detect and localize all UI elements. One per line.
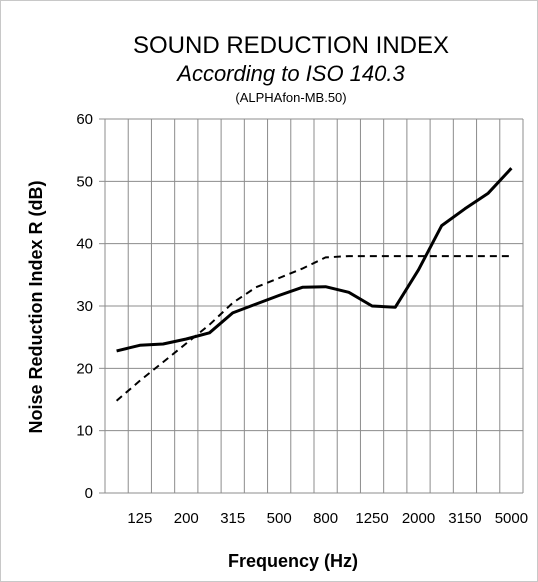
x-tick-label: 500 bbox=[267, 510, 292, 527]
y-tick-label: 0 bbox=[85, 485, 93, 502]
chart-note: (ALPHAfon-MB.50) bbox=[235, 90, 346, 105]
y-tick-label: 50 bbox=[76, 173, 93, 190]
x-tick-label: 125 bbox=[127, 510, 152, 527]
reference-curve-line bbox=[115, 255, 512, 402]
y-tick-label: 30 bbox=[76, 298, 93, 315]
y-tick-label: 20 bbox=[76, 360, 93, 377]
tick-layer: 0 10 20 30 40 50 60 125 200 315 500 800 1250 2000 3150… bbox=[76, 111, 528, 527]
chart-subtitle: According to ISO 140.3 bbox=[175, 61, 405, 86]
y-tick-label: 10 bbox=[76, 423, 93, 440]
x-tick-label: 5000 bbox=[495, 510, 528, 527]
x-tick-label: 3150 bbox=[448, 510, 481, 527]
x-tick-label: 2000 bbox=[402, 510, 435, 527]
x-axis-title: Frequency (Hz) bbox=[228, 551, 358, 571]
y-tick-label: 40 bbox=[76, 236, 93, 253]
x-tick-label: 1250 bbox=[355, 510, 388, 527]
series-layer bbox=[115, 167, 513, 402]
grid-layer bbox=[99, 118, 524, 494]
y-tick-label: 60 bbox=[76, 111, 93, 128]
measured-curve-line bbox=[116, 167, 513, 353]
x-tick-label: 200 bbox=[174, 510, 199, 527]
x-tick-label: 800 bbox=[313, 510, 338, 527]
chart-title: SOUND REDUCTION INDEX bbox=[133, 32, 449, 59]
x-tick-label: 315 bbox=[220, 510, 245, 527]
y-axis-title: Noise Reduction Index R (dB) bbox=[26, 180, 46, 433]
